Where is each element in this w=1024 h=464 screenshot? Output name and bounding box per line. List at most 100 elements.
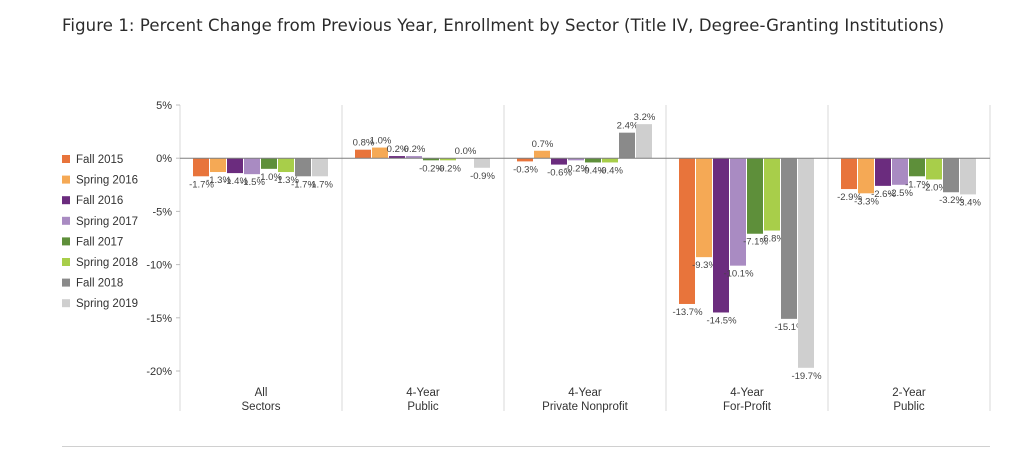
legend-label: Fall 2015 bbox=[76, 154, 123, 166]
y-tick-label: -20% bbox=[146, 366, 172, 378]
data-label: -2.6% bbox=[871, 189, 896, 200]
bar bbox=[210, 158, 226, 173]
data-label: -15.1% bbox=[774, 322, 805, 333]
data-label: -0.2% bbox=[419, 163, 444, 174]
data-label: 1.0% bbox=[370, 136, 392, 147]
data-label: -1.5% bbox=[240, 177, 265, 188]
x-category-label: Sectors bbox=[242, 401, 281, 413]
bar bbox=[713, 158, 729, 313]
data-label: -1.0% bbox=[257, 172, 282, 183]
data-label: 0.2% bbox=[387, 144, 409, 155]
bar bbox=[943, 158, 959, 193]
bar bbox=[747, 158, 763, 234]
bar bbox=[841, 158, 857, 190]
legend-swatch bbox=[62, 155, 70, 163]
bar bbox=[909, 158, 925, 177]
data-label: -2.0% bbox=[922, 182, 947, 193]
x-category-label: 2-Year bbox=[892, 387, 926, 399]
data-label: -3.2% bbox=[939, 195, 964, 206]
bar bbox=[602, 158, 618, 163]
legend-label: Spring 2019 bbox=[76, 298, 138, 310]
data-label: -0.4% bbox=[581, 165, 606, 176]
data-label: -14.5% bbox=[706, 315, 737, 326]
legend-label: Spring 2018 bbox=[76, 257, 138, 269]
data-label: -2.5% bbox=[888, 188, 913, 199]
legend-label: Fall 2017 bbox=[76, 236, 123, 248]
legend-swatch bbox=[62, 237, 70, 246]
legend-swatch bbox=[62, 196, 70, 205]
bar bbox=[875, 158, 891, 186]
data-label: -1.4% bbox=[223, 176, 248, 187]
bar bbox=[261, 158, 277, 169]
bar bbox=[568, 158, 584, 161]
bar bbox=[619, 132, 635, 159]
x-category-label: 4-Year bbox=[568, 387, 602, 399]
data-label: 0.8% bbox=[353, 138, 375, 149]
bar bbox=[295, 158, 311, 177]
bar bbox=[372, 147, 388, 159]
bar bbox=[551, 158, 567, 165]
data-label: -9.3% bbox=[692, 260, 717, 271]
bar bbox=[389, 156, 405, 159]
bar bbox=[517, 158, 533, 162]
data-label: 0.2% bbox=[404, 144, 426, 155]
y-tick-label: -15% bbox=[146, 313, 172, 325]
bar bbox=[423, 158, 439, 161]
data-label: -1.7% bbox=[291, 179, 316, 190]
legend-label: Spring 2016 bbox=[76, 175, 138, 187]
x-category-label: 4-Year bbox=[730, 387, 764, 399]
bar bbox=[679, 158, 695, 304]
data-label: -1.7% bbox=[905, 179, 930, 190]
legend-swatch bbox=[62, 258, 70, 266]
data-label: -0.4% bbox=[598, 165, 623, 176]
bar bbox=[730, 158, 746, 266]
data-label: 0.7% bbox=[532, 139, 554, 150]
data-label: -0.2% bbox=[436, 163, 461, 174]
bar bbox=[440, 158, 456, 161]
data-label: -1.7% bbox=[189, 179, 214, 190]
data-label: -0.2% bbox=[564, 163, 589, 174]
bar bbox=[406, 156, 422, 159]
bar bbox=[278, 158, 294, 173]
data-label: -0.6% bbox=[547, 168, 572, 179]
x-category-label: Private Nonprofit bbox=[542, 401, 628, 413]
bar bbox=[781, 158, 797, 319]
bar bbox=[355, 149, 371, 159]
data-label: -19.7% bbox=[791, 371, 822, 382]
data-label: -1.7% bbox=[308, 179, 333, 190]
bar bbox=[764, 158, 780, 231]
bar bbox=[193, 158, 209, 177]
bar bbox=[244, 158, 260, 175]
bottom-divider bbox=[62, 446, 990, 447]
bar bbox=[312, 158, 328, 177]
data-label: -7.1% bbox=[743, 237, 768, 248]
y-tick-label: -10% bbox=[146, 260, 172, 272]
bar bbox=[474, 158, 490, 168]
data-label: -10.1% bbox=[723, 269, 754, 280]
bar bbox=[227, 158, 243, 174]
bar bbox=[926, 158, 942, 180]
bar bbox=[585, 158, 601, 163]
data-label: -3.3% bbox=[854, 196, 879, 207]
data-label: -1.3% bbox=[206, 175, 231, 186]
legend-label: Fall 2018 bbox=[76, 278, 123, 290]
legend-label: Fall 2016 bbox=[76, 195, 123, 207]
bar bbox=[960, 158, 976, 195]
legend-swatch bbox=[62, 175, 70, 184]
data-label: -3.4% bbox=[956, 197, 981, 208]
chart-title: Figure 1: Percent Change from Previous Y… bbox=[62, 16, 945, 35]
data-label: 2.4% bbox=[617, 121, 639, 132]
x-category-label: For-Profit bbox=[723, 401, 772, 413]
bar bbox=[858, 158, 874, 194]
data-label: 3.2% bbox=[634, 112, 656, 123]
bar bbox=[798, 158, 814, 368]
bar bbox=[892, 158, 908, 185]
legend-swatch bbox=[62, 299, 70, 308]
x-category-label: Public bbox=[893, 401, 925, 413]
data-label: -1.3% bbox=[274, 175, 299, 186]
bar bbox=[696, 158, 712, 258]
legend-label: Spring 2017 bbox=[76, 216, 138, 228]
x-category-label: 4-Year bbox=[406, 387, 440, 399]
y-tick-label: 0% bbox=[156, 153, 172, 165]
